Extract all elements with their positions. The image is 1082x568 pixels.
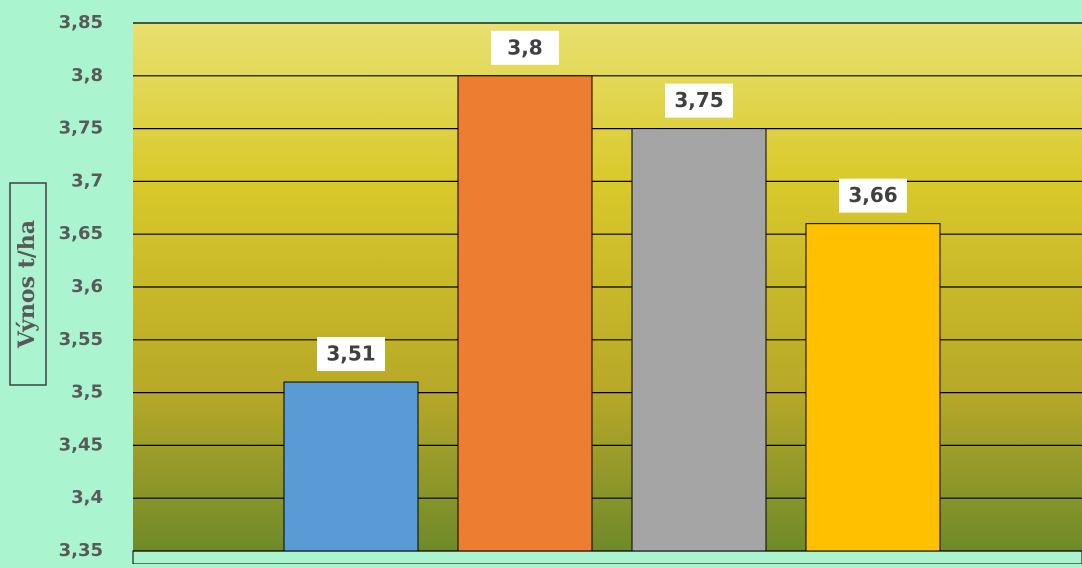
y-axis-title: Výnos t/ha bbox=[14, 220, 40, 349]
bar bbox=[283, 381, 419, 552]
y-tick-label: 3,65 bbox=[59, 223, 103, 244]
value-label: 3,51 bbox=[326, 342, 375, 366]
y-tick-label: 3,8 bbox=[71, 65, 103, 86]
y-tick-label: 3,85 bbox=[59, 12, 103, 33]
bar bbox=[457, 75, 593, 552]
y-tick-label: 3,45 bbox=[59, 434, 103, 455]
value-label-box bbox=[839, 178, 907, 213]
bar bbox=[805, 223, 941, 552]
value-label-box bbox=[665, 83, 733, 118]
y-title-box bbox=[9, 182, 47, 386]
y-tick-label: 3,7 bbox=[71, 170, 103, 191]
bar bbox=[631, 128, 767, 552]
y-tick-label: 3,6 bbox=[71, 276, 103, 297]
y-tick-label: 3,75 bbox=[59, 118, 103, 139]
x-axis-strip bbox=[132, 550, 1082, 565]
y-tick-label: 3,35 bbox=[59, 540, 103, 561]
value-label: 3,8 bbox=[507, 35, 542, 59]
y-tick-label: 3,55 bbox=[59, 329, 103, 350]
value-label-box bbox=[491, 30, 559, 65]
value-label: 3,75 bbox=[674, 88, 723, 112]
value-label: 3,66 bbox=[848, 183, 897, 207]
bars: 3,51 3,8 3,75 3,66 bbox=[283, 30, 941, 552]
y-tick-label: 3,5 bbox=[71, 382, 103, 403]
value-label-box bbox=[317, 337, 385, 372]
y-tick-label: 3,4 bbox=[71, 487, 103, 508]
